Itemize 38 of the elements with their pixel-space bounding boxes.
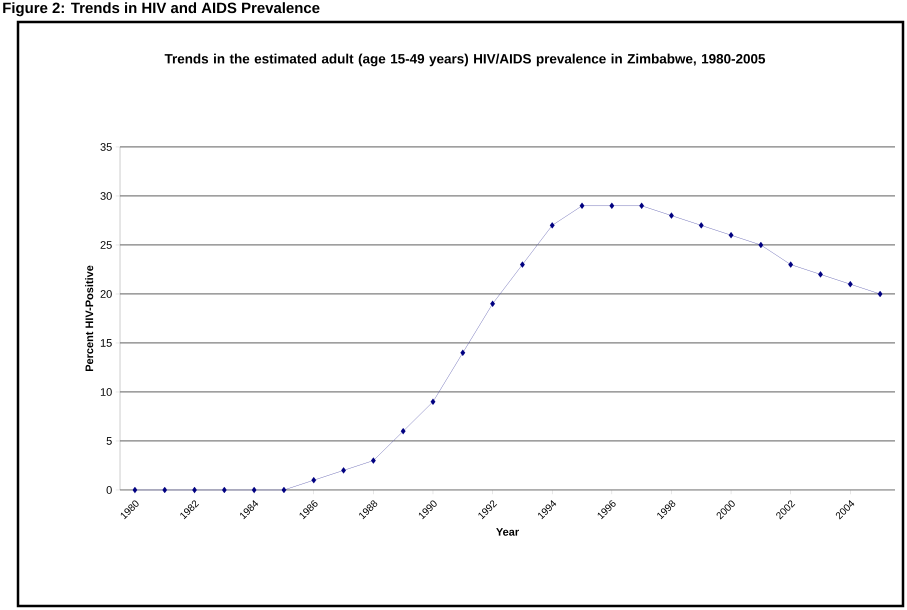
point	[818, 271, 823, 278]
caption: Figure 2: Trends in HIV and AIDS Prevalence	[3, 2, 320, 16]
point	[252, 486, 257, 494]
point	[282, 486, 286, 494]
point	[848, 280, 853, 288]
point	[400, 428, 406, 434]
point	[609, 202, 614, 209]
point	[698, 222, 704, 229]
point	[758, 242, 764, 248]
point	[222, 486, 227, 494]
y-tick-label: 35	[100, 143, 112, 151]
chart-title: Trends in the estimated adult (age 15-49 years) HIV/AIDS prevalence in Zimbabwe, 1980-2005	[164, 54, 766, 66]
point	[878, 290, 883, 298]
y-tick-label: 10	[100, 388, 112, 396]
y-tick-label: 5	[106, 437, 112, 445]
y-axis-title: Percent HIV-Positive	[85, 266, 94, 372]
point	[132, 486, 138, 494]
point	[162, 486, 168, 494]
point	[430, 398, 436, 405]
point	[490, 300, 496, 307]
y-tick-label: 30	[100, 192, 112, 200]
y-tick-label: 0	[106, 486, 112, 494]
point	[669, 212, 674, 219]
point	[580, 202, 584, 209]
y-tick-label: 20	[100, 290, 112, 298]
x-axis-title: Year	[496, 528, 519, 536]
point	[341, 467, 346, 474]
point	[728, 232, 734, 238]
point	[520, 261, 525, 268]
point	[192, 486, 197, 494]
y-tick-label: 25	[100, 241, 112, 249]
point	[639, 202, 644, 209]
y-tick-label: 15	[100, 339, 112, 347]
point	[550, 222, 555, 229]
point	[788, 261, 794, 268]
point	[460, 350, 466, 356]
point	[370, 457, 376, 464]
point	[311, 476, 316, 484]
